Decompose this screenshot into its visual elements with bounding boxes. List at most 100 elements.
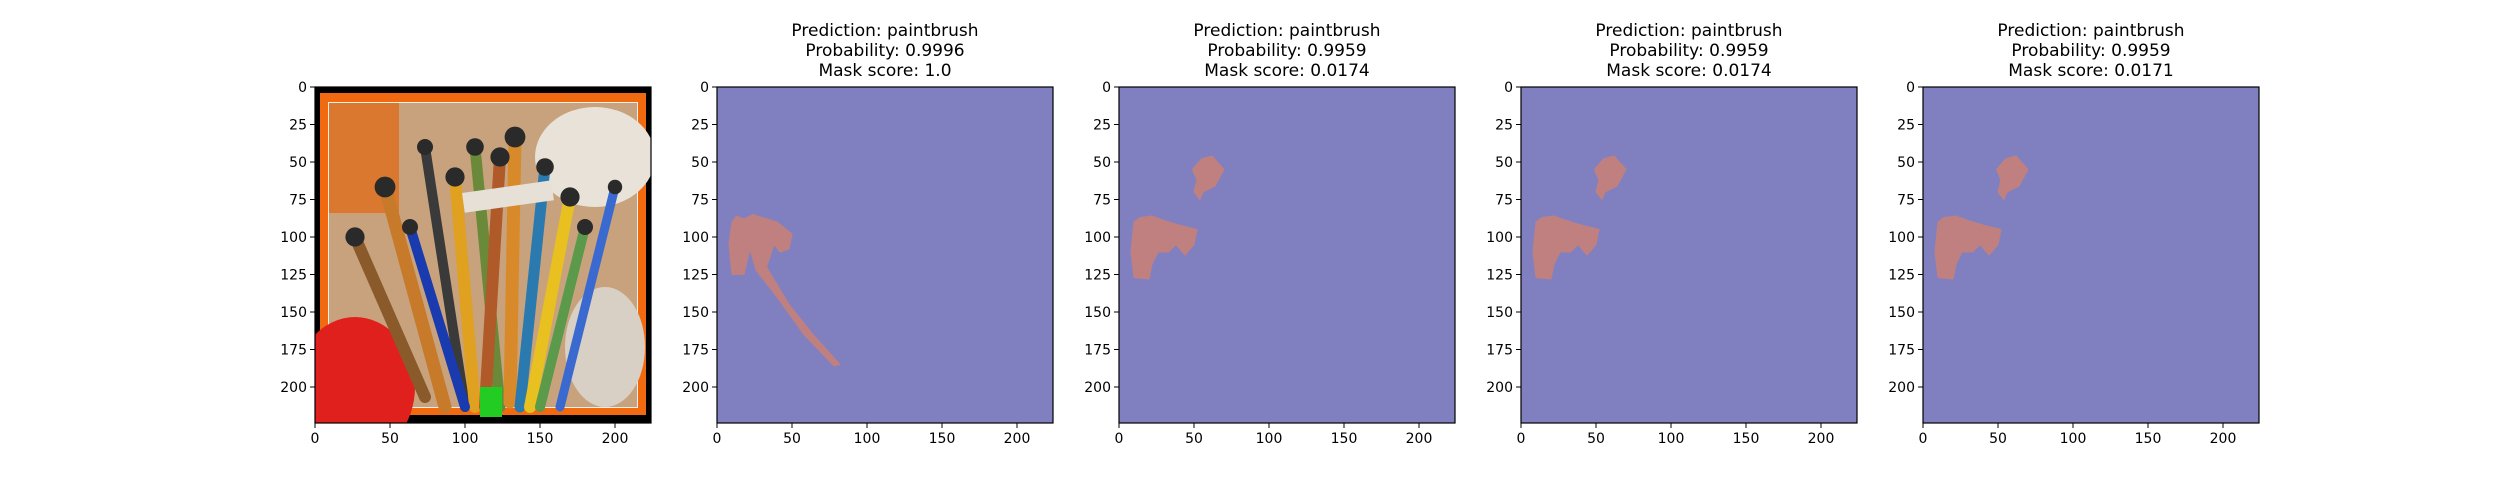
y-tick-label: 150 <box>682 305 709 321</box>
mask-region <box>1995 155 2029 201</box>
y-tick-label: 125 <box>682 268 709 284</box>
x-tick-label: 150 <box>2135 431 2162 447</box>
mask-region <box>1191 155 1225 201</box>
y-tick-label: 75 <box>1897 193 1915 209</box>
panel-4: 0 50 100 150 200 0 25 50 75 100 125 150 175 200 Predic… <box>1888 21 2260 447</box>
photo-red-paint <box>315 317 415 423</box>
x-tick-label: 100 <box>2060 431 2087 447</box>
panel-title-line: Probability: 0.9959 <box>1207 41 1366 61</box>
y-tick-label: 200 <box>682 380 709 396</box>
panel-3: 0 50 100 150 200 0 25 50 75 100 125 150 175 200 Predic… <box>1486 21 1858 447</box>
y-tick-label: 150 <box>1084 305 1111 321</box>
y-tick-label: 150 <box>280 305 307 321</box>
panel-title-line: Probability: 0.9959 <box>1609 41 1768 61</box>
y-tick-label: 0 <box>298 80 307 96</box>
photo-brush-tip <box>445 167 465 187</box>
y-tick-label: 0 <box>700 80 709 96</box>
mask-background <box>1119 87 1455 423</box>
x-tick-label: 0 <box>1919 431 1928 447</box>
panel-title-line: Mask score: 0.0171 <box>2008 61 2173 81</box>
photo-white-handle <box>462 180 554 213</box>
photo-green-cap <box>480 387 502 417</box>
x-tick-label: 150 <box>929 431 956 447</box>
y-tick-label: 25 <box>691 118 709 134</box>
y-tick-label: 100 <box>1084 230 1111 246</box>
y-tick-label: 50 <box>1093 155 1111 171</box>
mask-region <box>1934 215 2002 280</box>
mask-background <box>1923 87 2259 423</box>
photo-brush <box>449 171 481 413</box>
photo-brush <box>420 142 470 412</box>
y-tick-label: 0 <box>1906 80 1915 96</box>
y-tick-label: 75 <box>1093 193 1111 209</box>
photo-cup <box>535 107 651 207</box>
panel-2: 0 50 100 150 200 0 25 50 75 100 125 150 175 200 Predic… <box>1084 21 1456 447</box>
y-tick-label: 150 <box>1486 305 1513 321</box>
y-tick-label: 75 <box>1495 193 1513 209</box>
x-tick-label: 50 <box>783 431 801 447</box>
paintbrush-photo <box>315 87 651 423</box>
x-tick-label: 200 <box>1004 431 1031 447</box>
y-tick-label: 150 <box>1888 305 1915 321</box>
y-tick-label: 175 <box>1888 343 1915 359</box>
y-tick-label: 25 <box>1093 118 1111 134</box>
photo-brush <box>503 130 522 409</box>
y-tick-label: 200 <box>1084 380 1111 396</box>
panel-title-line: Prediction: paintbrush <box>1595 21 1782 41</box>
mask-background <box>717 87 1053 423</box>
photo-brush <box>349 231 431 403</box>
photo-brush <box>405 222 470 412</box>
axes-frame <box>1520 86 1858 424</box>
x-tick-label: 50 <box>381 431 399 447</box>
photo-brush-tip <box>560 187 580 207</box>
axes-frame <box>1922 86 2260 424</box>
axes-frame <box>1118 86 1456 424</box>
mask-background <box>1521 87 1857 423</box>
y-tick-label: 0 <box>1102 80 1111 96</box>
y-tick-label: 200 <box>1486 380 1513 396</box>
panel-title-line: Mask score: 0.0174 <box>1606 61 1771 81</box>
x-tick-label: 50 <box>1185 431 1203 447</box>
x-tick-label: 200 <box>1808 431 1835 447</box>
y-tick-label: 100 <box>1888 230 1915 246</box>
photo-brush <box>535 222 590 412</box>
x-tick-label: 200 <box>602 431 629 447</box>
x-tick-label: 100 <box>1256 431 1283 447</box>
y-tick-label: 75 <box>289 193 307 209</box>
y-tick-label: 25 <box>1897 118 1915 134</box>
mask-region <box>1532 215 1600 280</box>
y-tick-label: 0 <box>1504 80 1513 96</box>
y-tick-label: 50 <box>1897 155 1915 171</box>
photo-brush-tip <box>577 219 593 235</box>
x-tick-label: 50 <box>1587 431 1605 447</box>
y-tick-label: 175 <box>1486 343 1513 359</box>
mask-region <box>1593 155 1627 201</box>
panel-title-line: Probability: 0.9996 <box>805 41 964 61</box>
y-tick-label: 175 <box>682 343 709 359</box>
y-tick-label: 125 <box>1888 268 1915 284</box>
axes-frame <box>716 86 1054 424</box>
x-tick-label: 150 <box>1733 431 1760 447</box>
photo-brush <box>555 182 620 412</box>
y-tick-label: 100 <box>682 230 709 246</box>
mask-region <box>728 213 841 367</box>
y-tick-label: 50 <box>691 155 709 171</box>
x-tick-label: 150 <box>527 431 554 447</box>
y-tick-label: 200 <box>1888 380 1915 396</box>
x-tick-label: 0 <box>1115 431 1124 447</box>
photo-brush-tip <box>402 219 418 235</box>
x-tick-label: 100 <box>854 431 881 447</box>
y-tick-label: 125 <box>280 268 307 284</box>
photo-brush <box>524 191 576 413</box>
y-tick-label: 125 <box>1084 268 1111 284</box>
x-tick-label: 0 <box>713 431 722 447</box>
photo-brush <box>378 180 452 414</box>
y-tick-label: 50 <box>1495 155 1513 171</box>
x-tick-label: 0 <box>311 431 320 447</box>
panel-title-line: Prediction: paintbrush <box>1997 21 2184 41</box>
panel-title-line: Probability: 0.9959 <box>2011 41 2170 61</box>
y-tick-label: 200 <box>280 380 307 396</box>
y-tick-label: 25 <box>289 118 307 134</box>
panel-title-line: Prediction: paintbrush <box>791 21 978 41</box>
